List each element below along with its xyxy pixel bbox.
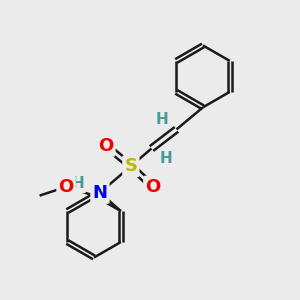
Text: N: N — [92, 184, 107, 202]
Text: H: H — [160, 151, 172, 166]
Text: O: O — [145, 178, 160, 196]
Text: O: O — [98, 136, 113, 154]
Text: H: H — [155, 112, 168, 127]
Text: H: H — [71, 176, 84, 191]
Text: O: O — [58, 178, 74, 196]
Text: S: S — [124, 157, 137, 175]
